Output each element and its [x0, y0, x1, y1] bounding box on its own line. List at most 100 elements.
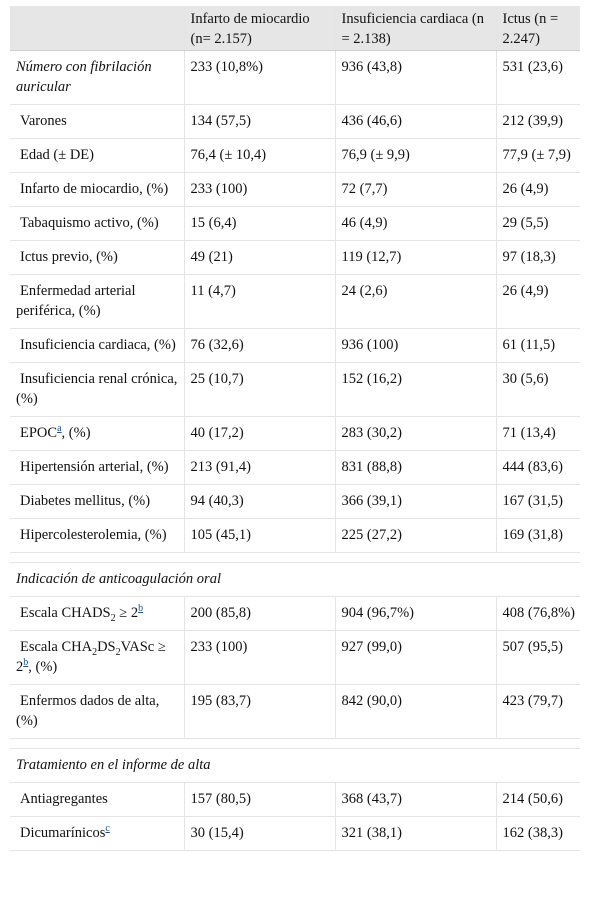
- table-cell: 72 (7,7): [334, 172, 496, 207]
- section-row-fibrilacion: Número con fibrilación auricular 233 (10…: [10, 50, 580, 105]
- row-label: Enfermedad arterial periférica, (%): [10, 274, 184, 329]
- table-cell: 134 (57,5): [183, 104, 335, 139]
- table-cell: 436 (46,6): [334, 104, 496, 139]
- table-cell: 26 (4,9): [495, 274, 580, 329]
- table-cell: 76 (32,6): [183, 328, 335, 363]
- table-cell: 213 (91,4): [183, 450, 335, 485]
- table-row: Escala CHADS2 ≥ 2b 200 (85,8) 904 (96,7%…: [10, 596, 580, 631]
- table-row: Escala CHA2DS2VASc ≥ 2b, (%) 233 (100) 9…: [10, 630, 580, 685]
- table-cell: 936 (43,8): [334, 50, 496, 105]
- table-cell: 29 (5,5): [495, 206, 580, 241]
- table-cell: 507 (95,5): [495, 630, 580, 685]
- table-cell: 11 (4,7): [183, 274, 335, 329]
- row-label: Edad (± DE): [10, 138, 184, 173]
- table-cell: 49 (21): [183, 240, 335, 275]
- row-label: Dicumarínicosc: [10, 816, 184, 851]
- table-row: Ictus previo, (%) 49 (21) 119 (12,7) 97 …: [10, 240, 580, 275]
- table-cell: 71 (13,4): [495, 416, 580, 451]
- section-title: Indicación de anticoagulación oral: [10, 562, 580, 597]
- table-row: Varones 134 (57,5) 436 (46,6) 212 (39,9): [10, 104, 580, 139]
- row-label: Insuficiencia cardiaca, (%): [10, 328, 184, 363]
- table-cell: 233 (10,8%): [183, 50, 335, 105]
- header-insuficiencia: Insuficiencia cardiaca (n = 2.138): [334, 6, 496, 51]
- table-cell: 936 (100): [334, 328, 496, 363]
- table-cell: 195 (83,7): [183, 684, 335, 739]
- table-cell: 25 (10,7): [183, 362, 335, 417]
- table-row: Antiagregantes 157 (80,5) 368 (43,7) 214…: [10, 782, 580, 817]
- table-row: Hipercolesterolemia, (%) 105 (45,1) 225 …: [10, 518, 580, 553]
- footnote-link-b[interactable]: b: [138, 603, 144, 615]
- row-label: Ictus previo, (%): [10, 240, 184, 275]
- table-cell: 26 (4,9): [495, 172, 580, 207]
- table-body: Número con fibrilación auricular 233 (10…: [10, 50, 580, 851]
- table-row: Insuficiencia renal crónica, (%) 25 (10,…: [10, 362, 580, 417]
- table-cell: 61 (11,5): [495, 328, 580, 363]
- section-row-tratamiento: Tratamiento en el informe de alta: [10, 748, 580, 783]
- table-cell: 444 (83,6): [495, 450, 580, 485]
- table-cell: 366 (39,1): [334, 484, 496, 519]
- table-cell: 77,9 (± 7,9): [495, 138, 580, 173]
- table-cell: 423 (79,7): [495, 684, 580, 739]
- table-cell: 531 (23,6): [495, 50, 580, 105]
- table-cell: 24 (2,6): [334, 274, 496, 329]
- table-cell: 233 (100): [183, 172, 335, 207]
- section-title: Tratamiento en el informe de alta: [10, 748, 580, 783]
- table-cell: 167 (31,5): [495, 484, 580, 519]
- table-cell: 904 (96,7%): [334, 596, 496, 631]
- row-label: Escala CHA2DS2VASc ≥ 2b, (%): [10, 630, 184, 685]
- table-cell: 162 (38,3): [495, 816, 580, 851]
- table-row: Diabetes mellitus, (%) 94 (40,3) 366 (39…: [10, 484, 580, 519]
- table-row: Tabaquismo activo, (%) 15 (6,4) 46 (4,9)…: [10, 206, 580, 241]
- data-table: Infarto de miocardio (n= 2.157) Insufici…: [10, 6, 580, 851]
- footnote-link-b[interactable]: b: [23, 657, 29, 669]
- spacer-row: [10, 738, 580, 749]
- table-header: Infarto de miocardio (n= 2.157) Insufici…: [10, 6, 580, 51]
- row-label: Antiagregantes: [10, 782, 184, 817]
- table-cell: 157 (80,5): [183, 782, 335, 817]
- footnote-link-a[interactable]: a: [57, 423, 62, 435]
- table-row: Infarto de miocardio, (%) 233 (100) 72 (…: [10, 172, 580, 207]
- row-label: Enfermos dados de alta, (%): [10, 684, 184, 739]
- header-ictus: Ictus (n = 2.247): [495, 6, 580, 51]
- table-cell: 97 (18,3): [495, 240, 580, 275]
- table-cell: 408 (76,8%): [495, 596, 580, 631]
- table-cell: 40 (17,2): [183, 416, 335, 451]
- table-cell: 152 (16,2): [334, 362, 496, 417]
- table-row: Hipertensión arterial, (%) 213 (91,4) 83…: [10, 450, 580, 485]
- section-title: Número con fibrilación auricular: [10, 50, 184, 105]
- table-cell: 368 (43,7): [334, 782, 496, 817]
- spacer-row: [10, 552, 580, 563]
- table-cell: 119 (12,7): [334, 240, 496, 275]
- table-cell: 283 (30,2): [334, 416, 496, 451]
- table-cell: 30 (15,4): [183, 816, 335, 851]
- table-cell: 169 (31,8): [495, 518, 580, 553]
- table-row: Dicumarínicosc 30 (15,4) 321 (38,1) 162 …: [10, 816, 580, 851]
- header-empty-cell: [10, 6, 184, 51]
- row-label: Insuficiencia renal crónica, (%): [10, 362, 184, 417]
- table-cell: 212 (39,9): [495, 104, 580, 139]
- table-cell: 46 (4,9): [334, 206, 496, 241]
- row-label: Diabetes mellitus, (%): [10, 484, 184, 519]
- table-cell: 321 (38,1): [334, 816, 496, 851]
- table-cell: 214 (50,6): [495, 782, 580, 817]
- row-label: Hipercolesterolemia, (%): [10, 518, 184, 553]
- table-cell: 233 (100): [183, 630, 335, 685]
- row-label: Escala CHADS2 ≥ 2b: [10, 596, 184, 631]
- row-label: Varones: [10, 104, 184, 139]
- row-label: Tabaquismo activo, (%): [10, 206, 184, 241]
- table-row: Enfermos dados de alta, (%) 195 (83,7) 8…: [10, 684, 580, 739]
- table-cell: 842 (90,0): [334, 684, 496, 739]
- table-cell: 105 (45,1): [183, 518, 335, 553]
- footnote-link-c[interactable]: c: [105, 823, 110, 835]
- table-cell: 927 (99,0): [334, 630, 496, 685]
- header-row: Infarto de miocardio (n= 2.157) Insufici…: [10, 6, 580, 51]
- header-infarto: Infarto de miocardio (n= 2.157): [183, 6, 335, 51]
- table-cell: 200 (85,8): [183, 596, 335, 631]
- row-label: Infarto de miocardio, (%): [10, 172, 184, 207]
- table-cell: 94 (40,3): [183, 484, 335, 519]
- row-label: EPOCa, (%): [10, 416, 184, 451]
- table-cell: 30 (5,6): [495, 362, 580, 417]
- table-cell: 831 (88,8): [334, 450, 496, 485]
- table-row: Edad (± DE) 76,4 (± 10,4) 76,9 (± 9,9) 7…: [10, 138, 580, 173]
- table-cell: 76,9 (± 9,9): [334, 138, 496, 173]
